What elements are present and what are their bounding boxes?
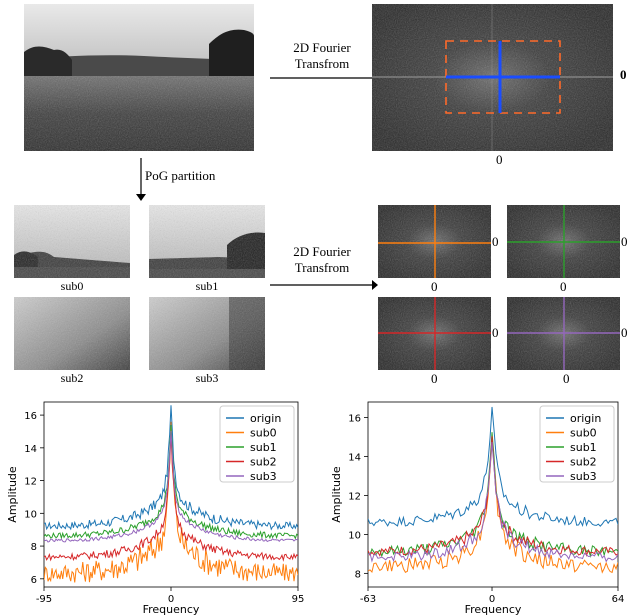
y-tick-label: 10 xyxy=(348,530,361,541)
top-spectrum-axis-x: 0 xyxy=(496,152,503,167)
y-tick-label: 8 xyxy=(31,542,37,553)
y-tick-label: 14 xyxy=(24,444,37,455)
x-tick-label: 0 xyxy=(489,594,495,605)
legend-label-sub1: sub1 xyxy=(570,441,597,454)
x-axis-label: Frequency xyxy=(465,603,522,615)
lake-photo xyxy=(24,4,254,151)
legend-label-origin: origin xyxy=(570,412,601,425)
y-tick-label: 12 xyxy=(24,477,37,488)
x-axis-label: Frequency xyxy=(143,603,200,615)
y-tick-label: 12 xyxy=(348,491,361,502)
plot-frame xyxy=(367,401,619,588)
middle-fourier-arrow xyxy=(270,280,378,290)
y-tick-label: 6 xyxy=(31,575,37,586)
sub3-spectrum-axis-y: 0 xyxy=(621,325,628,340)
sub0-image xyxy=(14,205,130,278)
legend-label-sub3: sub3 xyxy=(570,470,597,483)
legend-label-sub1: sub1 xyxy=(250,441,277,454)
sub3-spectrum xyxy=(507,297,620,370)
legend-label-sub3: sub3 xyxy=(250,470,277,483)
sub0-spectrum-axis-x: 0 xyxy=(431,279,438,294)
amplitude-chart-right: 8 10 12 14 16 -63 0 64 Frequency Amplitude origin s… xyxy=(330,401,625,615)
series-line-sub0 xyxy=(44,421,298,583)
legend-label-origin: origin xyxy=(250,412,281,425)
y-axis-label: Amplitude xyxy=(330,466,343,523)
y-tick-label: 16 xyxy=(24,411,37,422)
legend-box xyxy=(539,405,615,483)
top-spectrum xyxy=(372,4,613,151)
sub0-spectrum-axis-y: 0 xyxy=(492,234,499,249)
x-tick-label: 0 xyxy=(168,594,174,605)
amplitude-chart-left: 6 8 10 12 14 16 -95 0 95 Frequency Amplitude origin… xyxy=(6,401,305,615)
x-tick-label: -95 xyxy=(36,594,52,605)
legend-box xyxy=(219,405,295,483)
y-axis-label: Amplitude xyxy=(6,466,19,523)
x-tick-label: 64 xyxy=(612,594,625,605)
partition-arrow xyxy=(136,158,146,201)
sub2-label: sub2 xyxy=(60,371,84,385)
y-tick-label: 8 xyxy=(355,569,361,580)
y-tick-label: 10 xyxy=(24,509,37,520)
x-tick-label: -63 xyxy=(360,594,376,605)
sub2-image xyxy=(14,297,130,370)
sub3-image xyxy=(149,297,265,370)
series-line-sub3 xyxy=(368,442,618,563)
series-line-origin xyxy=(44,405,298,531)
series-line-sub3 xyxy=(44,430,298,543)
y-tick-label: 14 xyxy=(348,453,361,464)
middle-fourier-label: 2D Fourier Transfrom xyxy=(293,244,351,275)
sub1-spectrum-axis-x: 0 xyxy=(560,279,567,294)
series-line-sub1 xyxy=(44,425,298,540)
sub1-spectrum-axis-y: 0 xyxy=(621,234,628,249)
sub2-spectrum-axis-y: 0 xyxy=(492,325,499,340)
sub0-spectrum xyxy=(378,205,491,278)
legend-label-sub2: sub2 xyxy=(250,456,277,469)
legend-label-sub0: sub0 xyxy=(570,427,597,440)
sub1-label: sub1 xyxy=(195,279,219,293)
sub1-spectrum xyxy=(507,205,620,278)
sub2-spectrum xyxy=(378,297,491,370)
top-spectrum-axis-y: 0 xyxy=(620,67,627,82)
sub1-image xyxy=(149,205,265,278)
partition-label: PoG partition xyxy=(145,168,216,183)
sub3-spectrum-axis-x: 0 xyxy=(563,371,570,386)
top-fourier-label: 2D Fourier Transfrom xyxy=(293,40,351,71)
top-fourier-arrow xyxy=(270,73,378,83)
x-tick-label: 95 xyxy=(292,594,305,605)
series-line-origin xyxy=(368,406,618,528)
sub0-label: sub0 xyxy=(60,279,84,293)
legend-label-sub0: sub0 xyxy=(250,427,277,440)
y-tick-label: 16 xyxy=(348,414,361,425)
sub3-label: sub3 xyxy=(195,371,219,385)
legend-label-sub2: sub2 xyxy=(570,456,597,469)
sub2-spectrum-axis-x: 0 xyxy=(431,371,438,386)
